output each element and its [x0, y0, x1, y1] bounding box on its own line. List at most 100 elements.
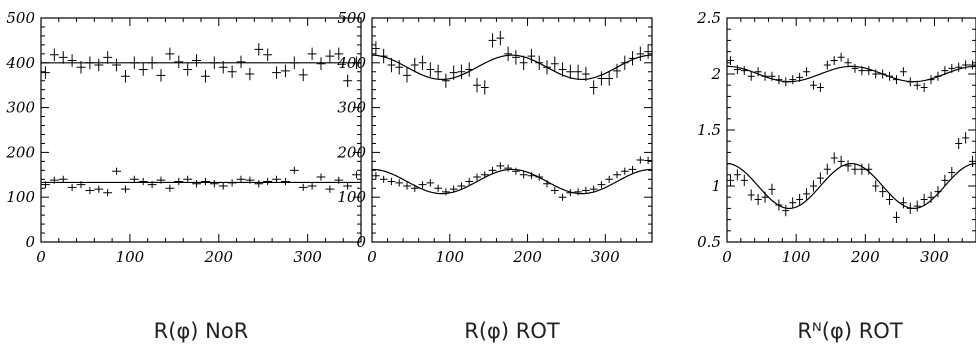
y-tick-label: 400	[336, 54, 366, 72]
x-tick-label: 200	[512, 248, 542, 266]
data-point	[504, 46, 512, 62]
data-point	[480, 80, 489, 95]
data-point	[201, 177, 210, 186]
data-point	[298, 183, 308, 191]
data-point	[740, 174, 748, 186]
x-tick-label: 300	[293, 248, 322, 266]
plot-frame	[371, 17, 653, 243]
data-point	[174, 55, 184, 69]
x-tick-label: 300	[591, 248, 620, 266]
data-point	[810, 80, 817, 90]
x-tick-label: 100	[435, 248, 464, 266]
data-point	[298, 68, 308, 82]
data-point	[343, 74, 353, 87]
data-point	[201, 69, 210, 83]
data-point	[387, 177, 396, 186]
data-point	[589, 80, 598, 95]
data-point	[886, 193, 893, 206]
data-point	[605, 71, 614, 86]
data-point	[418, 55, 427, 70]
data-point	[597, 181, 606, 189]
x-tick-label: 0	[367, 248, 377, 266]
data-point	[138, 63, 148, 76]
data-point	[558, 193, 567, 201]
data-point	[782, 205, 790, 217]
data-point	[899, 67, 907, 77]
data-point	[613, 171, 621, 179]
data-point	[519, 171, 528, 179]
y-tick-label: 0	[356, 233, 366, 251]
data-point	[628, 165, 637, 174]
data-point	[465, 177, 474, 186]
panel-1: 0 100 200 300 0 100 200 300 400 500 R(φ) NoR	[5, 9, 362, 343]
data-point	[307, 182, 317, 190]
x-tick-label: 300	[920, 248, 949, 266]
y-tick-label: 1	[711, 177, 721, 195]
panel-1-plot: 0 100 200 300 0 100 200 300 400 500	[5, 9, 362, 266]
data-point	[121, 69, 130, 83]
data-point	[334, 47, 344, 61]
data-point	[473, 78, 481, 93]
data-point	[613, 63, 621, 79]
data-point	[58, 51, 68, 64]
y-tick-label: 400	[5, 54, 35, 72]
data-point	[156, 69, 166, 82]
fit-curve	[726, 162, 976, 210]
y-tick-label: 100	[6, 188, 35, 206]
data-point	[920, 82, 928, 92]
y-tick-label: 200	[5, 143, 35, 161]
data-point	[920, 193, 928, 206]
data-point	[740, 66, 748, 76]
data-point	[747, 189, 755, 201]
data-point	[644, 156, 652, 165]
data-point	[796, 193, 804, 206]
data-point	[434, 184, 442, 192]
data-point	[41, 66, 50, 79]
data-point	[218, 182, 228, 190]
data-point	[830, 152, 838, 164]
x-tick-label: 100	[116, 248, 145, 266]
panel-2-plot: 0 100 200 300 0 100 200 300 400 500	[336, 9, 653, 266]
data-point	[496, 30, 505, 46]
data-point	[550, 186, 559, 195]
data-point	[597, 71, 606, 86]
data-point	[803, 67, 810, 77]
data-point	[733, 169, 741, 181]
data-point	[851, 63, 859, 73]
panel-3: 0 100 200 300 0.5 1 1.5 2 2.5 Rᴺ(φ) ROT	[696, 9, 976, 343]
y-tick-label: 500	[337, 9, 366, 27]
data-point	[85, 186, 95, 195]
data-point	[112, 167, 121, 175]
data-point	[550, 56, 559, 71]
data-point	[899, 197, 907, 209]
data-point	[272, 66, 281, 79]
fit-curve	[371, 168, 653, 195]
data-point	[94, 58, 104, 72]
data-point	[747, 71, 755, 81]
x-tick-label: 0	[36, 248, 46, 266]
data-point	[457, 182, 466, 190]
data-point	[512, 50, 520, 65]
data-point	[879, 186, 887, 198]
data-point	[352, 171, 361, 179]
data-point	[245, 67, 255, 81]
data-point	[442, 73, 450, 88]
data-point	[473, 173, 481, 181]
data-point	[823, 163, 831, 175]
y-tick-label: 2	[710, 65, 721, 83]
data-point	[174, 177, 184, 186]
data-point	[962, 60, 970, 70]
data-point	[810, 180, 817, 192]
data-point	[263, 48, 273, 62]
plot-frame	[726, 17, 976, 243]
data-point	[858, 163, 866, 175]
data-point	[289, 166, 299, 174]
data-point	[192, 54, 201, 67]
data-point	[410, 57, 419, 73]
data-point	[103, 189, 113, 197]
data-point	[281, 177, 290, 186]
data-point	[816, 172, 824, 184]
data-point	[893, 211, 900, 223]
data-point	[768, 183, 776, 195]
